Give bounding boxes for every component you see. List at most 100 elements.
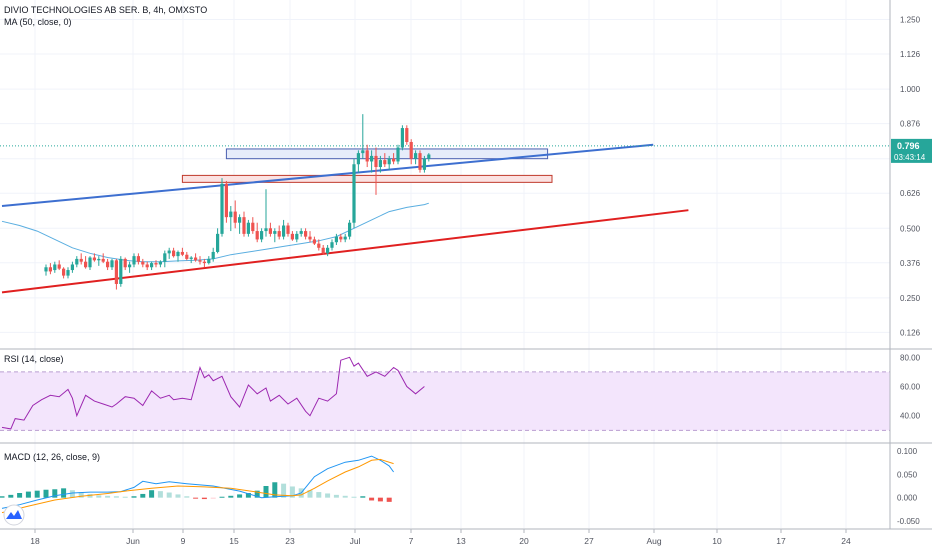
candle-body[interactable] [185,254,189,259]
trendline-upper[interactable] [1,143,654,208]
candle-body[interactable] [374,155,378,168]
support-resistance-zone[interactable] [225,148,549,160]
candle-body[interactable] [211,251,215,259]
candle-body[interactable] [150,263,154,268]
candle-body[interactable] [409,141,413,159]
candle-body[interactable] [62,268,66,276]
candle-body[interactable] [242,217,246,234]
candle-body[interactable] [255,231,259,240]
candle-body[interactable] [290,233,294,240]
candle-body[interactable] [282,225,286,237]
candle-body[interactable] [229,211,233,218]
candle-body[interactable] [57,264,61,269]
price-pane[interactable] [0,114,890,294]
candle-body[interactable] [141,261,145,265]
candle-body[interactable] [286,225,290,234]
candle-body[interactable] [422,158,426,170]
candle-body[interactable] [88,257,92,268]
candle-body[interactable] [334,236,338,243]
candle-body[interactable] [44,267,48,272]
candle-body[interactable] [216,233,220,252]
candle-body[interactable] [176,251,180,257]
candle-body[interactable] [202,261,206,264]
macd-tick-label: 0.000 [897,494,918,503]
candle-body[interactable] [260,231,264,240]
candle-body[interactable] [128,264,132,268]
candle-body[interactable] [317,243,321,248]
candle-body[interactable] [330,242,334,248]
candle-body[interactable] [101,258,105,262]
candle-body[interactable] [172,250,176,257]
candle-body[interactable] [207,258,211,264]
candle-body[interactable] [132,256,136,265]
candle-body[interactable] [418,153,422,170]
candle-body[interactable] [277,231,281,237]
candle-body[interactable] [352,164,356,223]
candle-body[interactable] [251,222,255,232]
candle-body[interactable] [180,251,184,255]
candle-body[interactable] [97,258,101,261]
candle-body[interactable] [321,247,325,254]
candle-body[interactable] [233,211,237,223]
candle-body[interactable] [114,260,118,284]
macd-pane[interactable] [0,455,395,514]
candle-body[interactable] [66,270,70,276]
candle-body[interactable] [154,263,158,265]
candle-body[interactable] [405,128,409,142]
candle-body[interactable] [264,228,268,232]
candle-body[interactable] [378,160,382,168]
candle-body[interactable] [92,257,96,261]
candle-body[interactable] [167,250,171,254]
candle-body[interactable] [158,261,162,265]
macd-histogram-bar [78,492,84,498]
candle-body[interactable] [110,260,114,268]
candle-body[interactable] [308,236,312,240]
support-resistance-zone[interactable] [181,174,553,183]
candle-body[interactable] [220,183,224,234]
candle-body[interactable] [396,147,400,162]
trendline-lower[interactable] [1,209,689,294]
candle-body[interactable] [339,236,343,240]
candle-body[interactable] [123,258,127,268]
candle-body[interactable] [246,222,250,234]
candle-body[interactable] [427,154,431,159]
candle-body[interactable] [53,264,57,271]
candle-body[interactable] [383,160,387,165]
candle-body[interactable] [365,150,369,162]
candle-body[interactable] [194,257,198,261]
candle-body[interactable] [106,261,110,268]
candle-body[interactable] [312,239,316,244]
candle-body[interactable] [343,236,347,240]
candle-body[interactable] [79,258,83,262]
candle-body[interactable] [361,150,365,154]
candle-body[interactable] [238,217,242,223]
price-tick-label: 0.250 [900,294,921,303]
candle-body[interactable] [326,247,330,254]
candle-body[interactable] [304,231,308,237]
candle-body[interactable] [348,222,352,237]
candle-body[interactable] [295,233,299,240]
candle-body[interactable] [387,158,391,165]
tradingview-logo-icon[interactable] [3,504,25,526]
candle-body[interactable] [189,257,193,259]
candle-body[interactable] [400,128,404,148]
candle-body[interactable] [48,267,52,272]
candle-body[interactable] [356,153,360,165]
macd-histogram-bar [17,493,23,498]
candle-body[interactable] [273,231,277,234]
candle-body[interactable] [84,261,88,268]
candle-body[interactable] [163,253,167,262]
candle-body[interactable] [119,258,123,284]
candle-body[interactable] [299,231,303,234]
candle-body[interactable] [136,256,140,262]
candle-body[interactable] [145,264,149,268]
candle-body[interactable] [224,183,228,218]
rsi-pane[interactable] [0,356,890,431]
candle-body[interactable] [198,260,202,262]
candle-body[interactable] [268,228,272,234]
candle-body[interactable] [75,258,79,265]
candle-body[interactable] [414,153,418,159]
candle-body[interactable] [370,155,374,162]
candle-body[interactable] [70,264,74,271]
candle-body[interactable] [392,158,396,162]
